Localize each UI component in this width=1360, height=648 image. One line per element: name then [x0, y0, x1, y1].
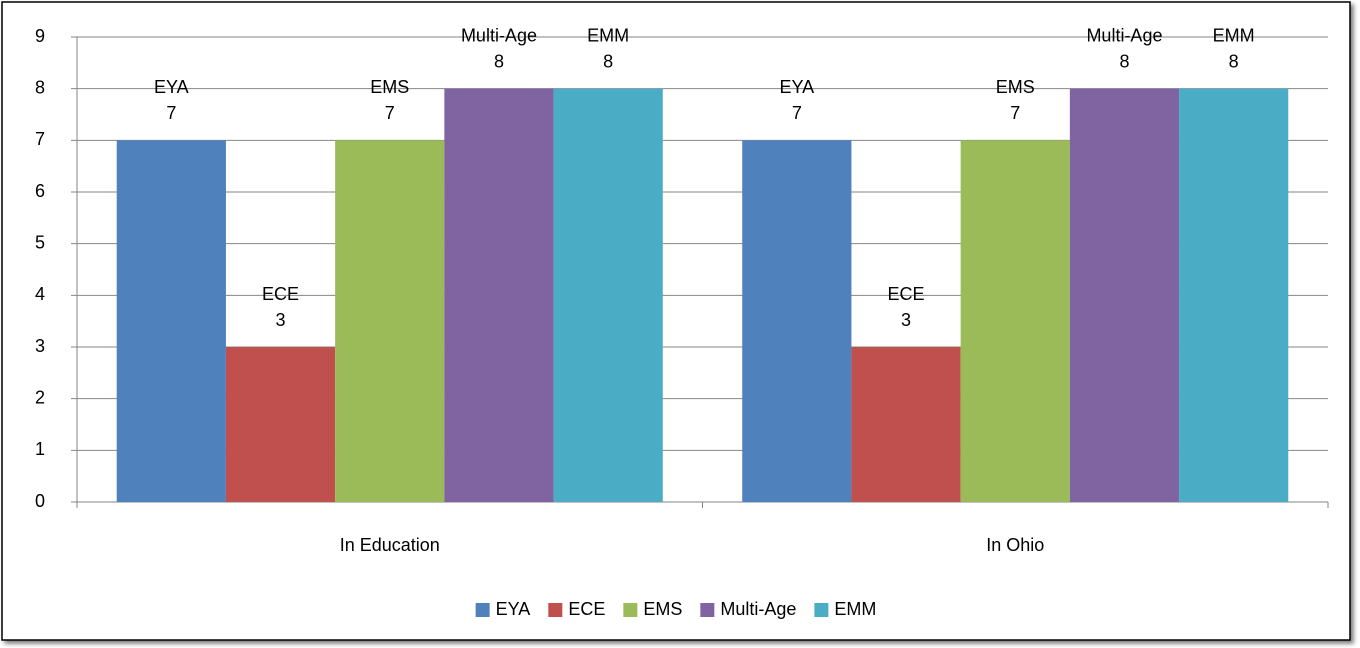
legend-label: ECE — [568, 599, 605, 619]
data-label-name: EMM — [1213, 25, 1255, 45]
legend-swatch — [700, 603, 715, 617]
y-tick-label: 9 — [35, 26, 45, 46]
data-label: 3 — [276, 310, 286, 330]
y-tick-label: 7 — [35, 129, 45, 149]
data-label-name: EMS — [370, 77, 409, 97]
y-tick-label: 8 — [35, 77, 45, 97]
legend-swatch — [623, 603, 638, 617]
y-tick-label: 5 — [35, 232, 45, 252]
data-label: 7 — [166, 103, 176, 123]
x-tick-label: In Education — [340, 535, 440, 555]
bar — [960, 140, 1070, 503]
data-label: 8 — [1229, 51, 1239, 71]
y-tick-label: 0 — [35, 491, 45, 511]
data-label-name: Multi-Age — [461, 25, 537, 45]
bar — [553, 88, 663, 503]
bar — [1179, 88, 1289, 503]
data-label: 7 — [792, 103, 802, 123]
legend-label: Multi-Age — [720, 599, 796, 619]
y-tick-label: 3 — [35, 336, 45, 356]
data-label-name: EMM — [587, 25, 629, 45]
bar — [742, 140, 852, 503]
bar — [116, 140, 226, 503]
legend-label: EMS — [643, 599, 682, 619]
y-tick-label: 4 — [35, 284, 45, 304]
bar — [1069, 88, 1180, 503]
data-label-name: EMS — [996, 77, 1035, 97]
data-label: 7 — [1010, 103, 1020, 123]
data-label: 8 — [494, 51, 504, 71]
legend-label: EYA — [496, 599, 531, 619]
legend-swatch — [548, 603, 563, 617]
data-label: 7 — [385, 103, 395, 123]
bar — [225, 347, 336, 502]
data-label: 3 — [901, 310, 911, 330]
data-label-name: EYA — [154, 77, 189, 97]
bar — [444, 88, 554, 503]
data-label: 8 — [603, 51, 613, 71]
data-label-name: ECE — [262, 284, 299, 304]
data-label: 8 — [1119, 51, 1129, 71]
bar — [851, 347, 961, 502]
legend-swatch — [814, 603, 829, 617]
y-tick-label: 1 — [35, 439, 45, 459]
x-tick-label: In Ohio — [986, 535, 1044, 555]
y-tick-label: 2 — [35, 387, 45, 407]
legend-label: EMM — [834, 599, 876, 619]
data-label-name: Multi-Age — [1086, 25, 1162, 45]
bar — [335, 140, 445, 503]
legend-swatch — [475, 603, 490, 617]
data-label-name: EYA — [779, 77, 814, 97]
y-tick-label: 6 — [35, 181, 45, 201]
data-label-name: ECE — [888, 284, 925, 304]
